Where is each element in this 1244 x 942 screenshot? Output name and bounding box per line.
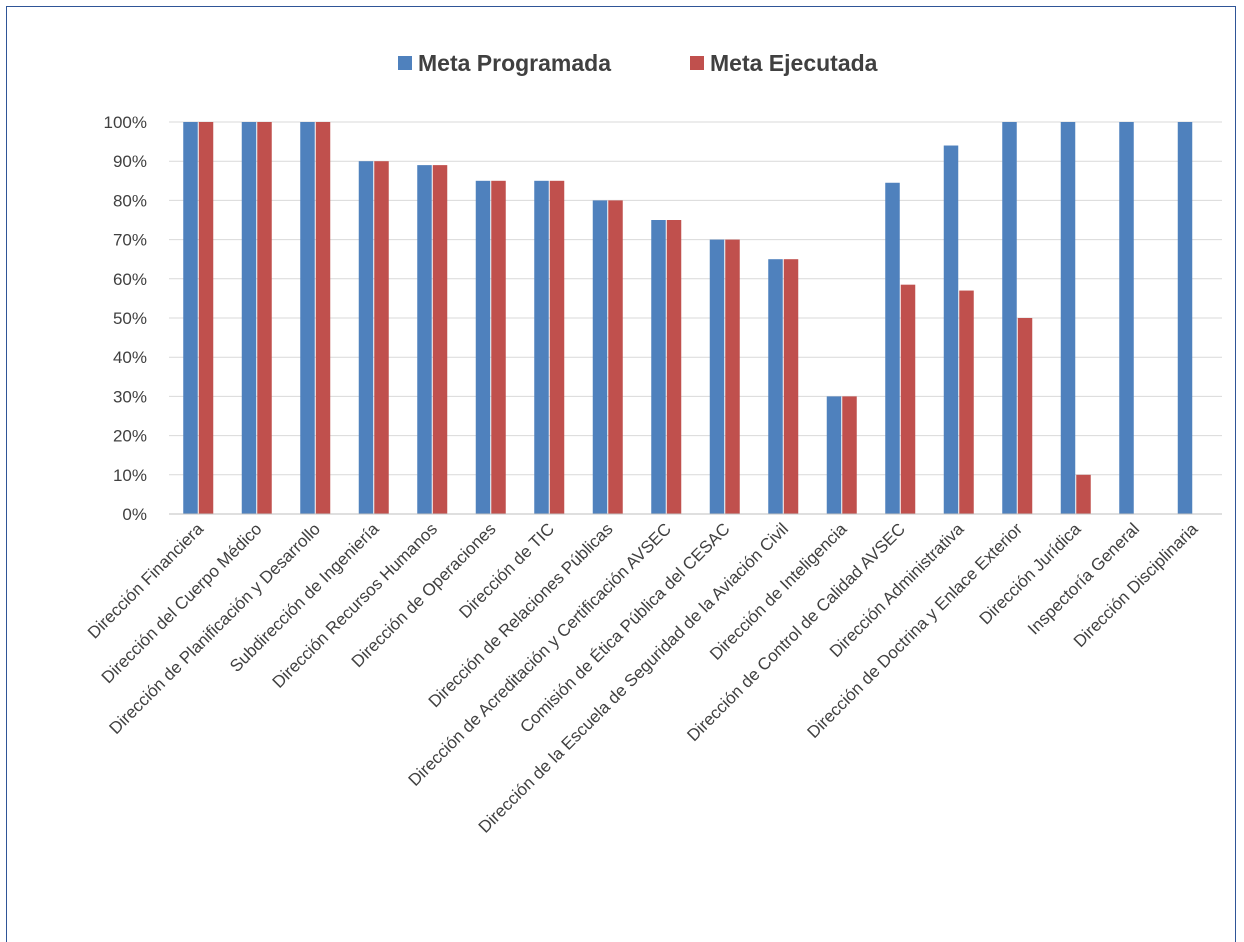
bar-meta-ejecutada <box>257 122 272 514</box>
bar-meta-ejecutada <box>725 239 740 514</box>
bar-meta-programada <box>183 122 198 514</box>
bar-meta-programada <box>358 161 374 514</box>
x-category-label: Dirección de Doctrina y Enlace Exterior <box>804 519 1027 742</box>
bar-meta-ejecutada <box>198 122 214 514</box>
x-category-label: Dirección Jurídica <box>976 519 1085 628</box>
bar-meta-ejecutada <box>842 396 857 514</box>
bar-meta-ejecutada <box>666 220 682 514</box>
y-axis-ticks: 0% 10% 20% 30% 40% 50% 60% 70% 80% 90% 100% <box>104 113 147 524</box>
gridlines <box>169 121 1222 476</box>
bar-meta-ejecutada <box>959 290 974 514</box>
bar-meta-programada <box>534 180 549 515</box>
y-tick-label: 10% <box>113 466 147 485</box>
legend-label-meta-programada: Meta Programada <box>418 50 611 76</box>
bar-meta-ejecutada <box>491 180 506 515</box>
bar-meta-programada <box>1119 122 1134 514</box>
bar-meta-programada <box>1177 122 1193 514</box>
bar-meta-programada <box>1002 122 1017 514</box>
y-tick-label: 60% <box>113 270 147 289</box>
bar-meta-ejecutada <box>315 122 331 514</box>
x-category-label: Dirección de Control de Calidad AVSEC <box>683 519 909 745</box>
bar-meta-programada <box>826 396 842 514</box>
y-tick-label: 100% <box>104 113 147 132</box>
y-tick-label: 40% <box>113 348 147 367</box>
bar-meta-ejecutada <box>608 200 623 514</box>
legend-label-meta-ejecutada: Meta Ejecutada <box>710 50 878 76</box>
bar-meta-programada <box>592 200 608 514</box>
legend-swatch-meta-ejecutada <box>690 56 704 70</box>
x-category-label: Comisión de Ética Pública del CESAC <box>516 519 733 736</box>
y-tick-label: 0% <box>122 505 147 524</box>
bar-meta-programada <box>417 165 432 514</box>
bar-meta-programada <box>475 180 491 515</box>
bar-meta-programada <box>768 259 783 514</box>
x-category-label: Dirección de Planificación y Desarrollo <box>106 519 325 738</box>
x-category-label: Dirección Financiera <box>84 519 207 642</box>
bar-meta-ejecutada <box>549 180 565 515</box>
y-tick-label: 50% <box>113 309 147 328</box>
bar-meta-ejecutada <box>432 165 448 514</box>
bar-meta-programada <box>885 182 900 514</box>
x-category-label: Inspectoría General <box>1024 519 1143 638</box>
y-tick-label: 30% <box>113 387 147 406</box>
y-tick-label: 90% <box>113 152 147 171</box>
legend-swatch-meta-programada <box>398 56 412 70</box>
bar-meta-ejecutada <box>1076 474 1091 514</box>
bar-meta-ejecutada <box>900 284 916 514</box>
y-tick-label: 20% <box>113 427 147 446</box>
bar-meta-programada <box>651 220 666 514</box>
bar-meta-programada <box>300 122 315 514</box>
bar-meta-programada <box>709 239 725 514</box>
bar-meta-ejecutada <box>374 161 389 514</box>
bars <box>183 122 1193 515</box>
bar-meta-programada <box>1060 122 1076 514</box>
y-tick-label: 80% <box>113 191 147 210</box>
y-tick-label: 70% <box>113 231 147 250</box>
legend: Meta Programada Meta Ejecutada <box>398 50 878 76</box>
bar-meta-ejecutada <box>1017 318 1033 514</box>
bar-meta-programada <box>943 145 959 514</box>
bar-meta-ejecutada <box>783 259 799 514</box>
bar-meta-programada <box>241 122 257 514</box>
